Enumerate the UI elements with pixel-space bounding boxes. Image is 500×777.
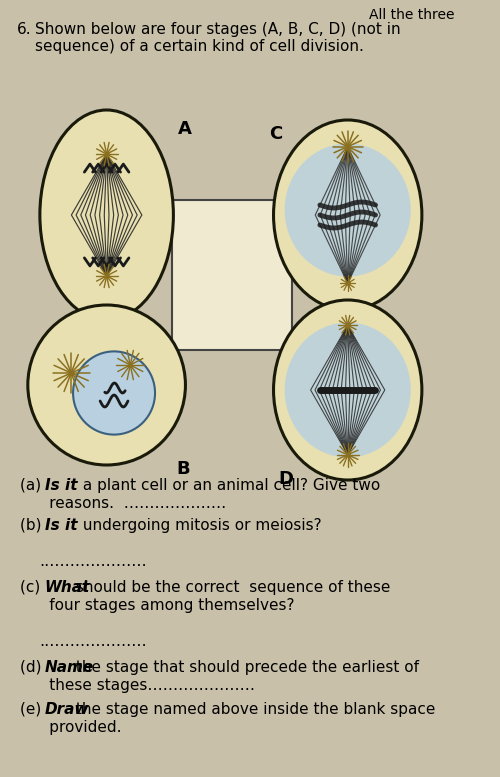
- Text: (d): (d): [20, 660, 47, 675]
- Text: four stages among themselves?: four stages among themselves?: [20, 598, 295, 613]
- Text: Is it: Is it: [44, 478, 77, 493]
- Text: reasons.  ․․․․․․․․․․․․․․․․․․․․: reasons. ․․․․․․․․․․․․․․․․․․․․: [20, 496, 227, 511]
- Ellipse shape: [284, 144, 411, 277]
- Text: All the three: All the three: [369, 8, 454, 22]
- Ellipse shape: [28, 305, 186, 465]
- Text: the stage that should precede the earliest of: the stage that should precede the earlie…: [71, 660, 419, 675]
- Text: 6.: 6.: [16, 22, 32, 37]
- Text: C: C: [269, 125, 282, 143]
- Text: (e): (e): [20, 702, 46, 717]
- Text: Is it: Is it: [44, 518, 77, 533]
- Bar: [172, 200, 292, 350]
- Ellipse shape: [274, 120, 422, 310]
- Text: B: B: [176, 460, 190, 478]
- Text: a plant cell or an animal cell? Give two: a plant cell or an animal cell? Give two: [78, 478, 380, 493]
- Text: Shown below are four stages (A, B, C, D) (not in
sequence) of a certain kind of : Shown below are four stages (A, B, C, D)…: [35, 22, 401, 54]
- Text: What: What: [44, 580, 90, 595]
- Text: (b): (b): [20, 518, 47, 533]
- Text: D: D: [278, 470, 293, 488]
- Text: should be the correct  sequence of these: should be the correct sequence of these: [71, 580, 390, 595]
- Ellipse shape: [274, 300, 422, 480]
- Text: ․․․․․․․․․․․․․․․․․․․․․: ․․․․․․․․․․․․․․․․․․․․․: [39, 634, 146, 649]
- Text: these stages․․․․․․․․․․․․․․․․․․․․․: these stages․․․․․․․․․․․․․․․․․․․․․: [20, 678, 256, 693]
- Text: Name: Name: [44, 660, 94, 675]
- Text: the stage named above inside the blank space: the stage named above inside the blank s…: [71, 702, 436, 717]
- Text: A: A: [178, 120, 192, 138]
- Text: provided.: provided.: [20, 720, 122, 735]
- Text: Draw: Draw: [44, 702, 89, 717]
- Ellipse shape: [40, 110, 173, 320]
- Text: ․․․․․․․․․․․․․․․․․․․․․: ․․․․․․․․․․․․․․․․․․․․․: [39, 554, 146, 569]
- Text: undergoing mitosis or meiosis?: undergoing mitosis or meiosis?: [78, 518, 322, 533]
- Ellipse shape: [73, 351, 155, 434]
- Text: (a): (a): [20, 478, 46, 493]
- Ellipse shape: [284, 322, 411, 458]
- Text: (c): (c): [20, 580, 46, 595]
